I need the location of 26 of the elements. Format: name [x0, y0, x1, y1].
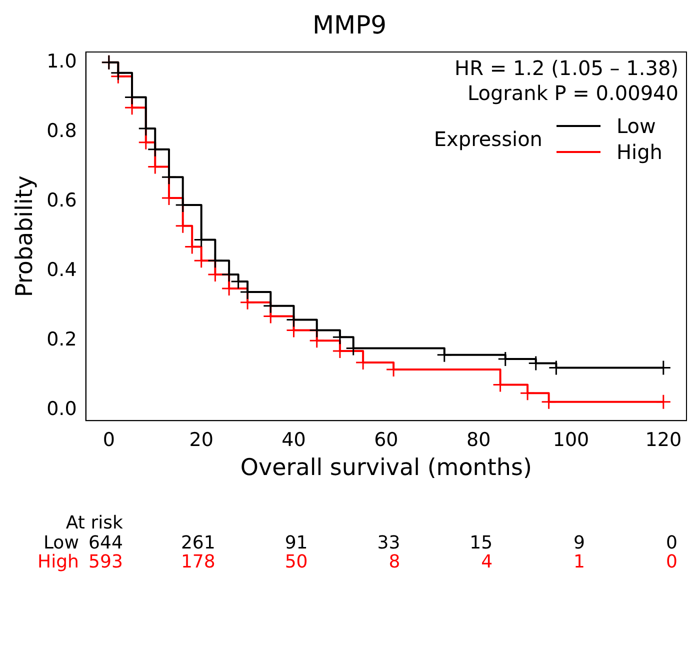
x-tick-label: 80 — [466, 428, 491, 451]
text: 593 178 50 8 4 1 0 — [88, 552, 678, 573]
chart-title: MMP9 — [312, 10, 387, 40]
y-tick-label: 0.8 — [46, 120, 77, 142]
y-tick-label: 0.0 — [46, 398, 77, 420]
y-axis-title: Probability — [12, 176, 38, 298]
y-tick-label: 0.6 — [46, 189, 77, 212]
y-tick-label: 1.0 — [46, 50, 77, 72]
text: 644 261 91 33 15 9 0 — [88, 532, 678, 554]
y-tick-label: 0.4 — [46, 259, 77, 282]
y-tick-label: 0.2 — [46, 328, 77, 351]
text: Low — [43, 532, 79, 554]
x-axis-title: Overall survival (months) — [240, 455, 532, 482]
x-tick-label: 100 — [552, 428, 590, 451]
x-tick-label: 40 — [282, 428, 306, 451]
text: High — [38, 552, 79, 573]
annotation: HR = 1.2 (1.05 – 1.38) — [454, 56, 678, 80]
legend-title: Expression — [434, 127, 542, 151]
x-tick-label: 20 — [189, 428, 214, 451]
legend-label: High — [616, 140, 662, 164]
x-tick-label: 0 — [102, 428, 115, 451]
annotation: Logrank P = 0.00940 — [467, 81, 678, 105]
x-tick-label: 120 — [645, 428, 682, 451]
x-tick-label: 60 — [374, 428, 398, 451]
legend-label: Low — [616, 114, 656, 138]
text: At risk — [66, 512, 124, 534]
